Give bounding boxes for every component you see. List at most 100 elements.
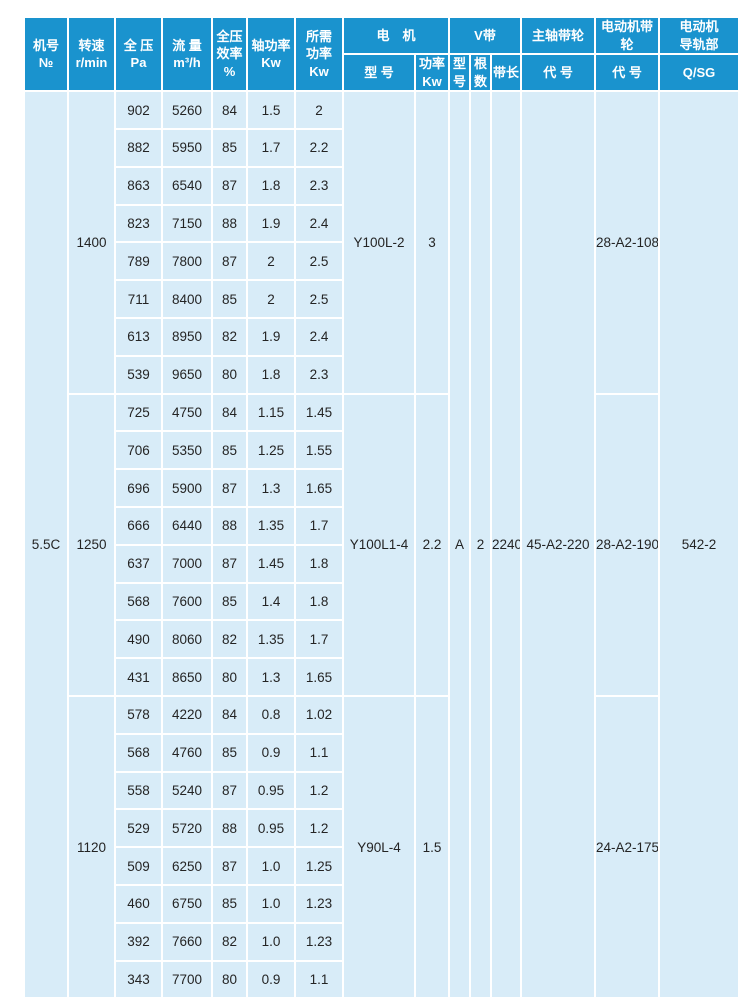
required-power-cell: 1.25 (294, 846, 344, 886)
motor-power-cell: 2.2 (413, 392, 451, 697)
header-speed: 转速 r/min (67, 15, 116, 93)
header-vbelt-length: 带长 (490, 53, 523, 93)
table-row: 392 7660 82 1.0 1.23 (24, 921, 739, 962)
table-row: 637 7000 87 1.45 1.8 (24, 543, 739, 584)
pressure-cell: 725 (114, 392, 163, 433)
header-vbelt-count: 根 数 (469, 53, 493, 93)
flow-cell: 7800 (161, 241, 213, 282)
vbelt-length-cell: 2240 (490, 90, 523, 999)
efficiency-cell: 84 (211, 694, 248, 735)
header-row-groups: 机号 № 转速 r/min 全 压 Pa 流 量 m³/h 全压 效率 % 轴功… (23, 15, 741, 93)
flow-cell: 8060 (161, 619, 213, 660)
pressure-cell: 558 (114, 770, 163, 811)
shaft-power-cell: 1.8 (246, 354, 296, 395)
motor-pulley-code-cell: 28-A2-190 (594, 392, 661, 697)
pressure-cell: 392 (114, 921, 163, 962)
required-power-cell: 1.8 (294, 581, 344, 622)
efficiency-cell: 85 (211, 279, 248, 319)
efficiency-cell: 80 (211, 657, 248, 697)
header-rail-code: Q/SG (658, 53, 741, 93)
pressure-cell: 666 (114, 505, 163, 546)
table-row: 823 7150 88 1.9 2.4 (24, 203, 739, 244)
shaft-power-cell: 1.35 (246, 505, 296, 546)
required-power-cell: 1.55 (294, 430, 344, 471)
efficiency-cell: 87 (211, 846, 248, 886)
main-pulley-code-cell: 45-A2-220 (520, 90, 597, 999)
efficiency-cell: 85 (211, 883, 248, 924)
header-motor-power: 功率 Kw (413, 53, 451, 93)
flow-cell: 5720 (161, 808, 213, 849)
table-row: 568 4760 85 0.9 1.1 (24, 732, 739, 773)
header-required-power: 所需 功率 Kw (294, 15, 344, 93)
flow-cell: 4750 (161, 392, 213, 433)
shaft-power-cell: 2 (246, 241, 296, 282)
table-row: 568 7600 85 1.4 1.8 (24, 581, 739, 622)
pressure-cell: 343 (114, 959, 163, 999)
shaft-power-cell: 0.95 (246, 808, 296, 849)
table-row: 509 6250 87 1.0 1.25 (24, 846, 739, 886)
header-motor-group: 电 机 (341, 15, 451, 56)
flow-cell: 7600 (161, 581, 213, 622)
header-pressure: 全 压 Pa (114, 15, 163, 93)
efficiency-cell: 82 (211, 619, 248, 660)
required-power-cell: 1.23 (294, 921, 344, 962)
pressure-cell: 823 (114, 203, 163, 244)
speed-cell: 1400 (67, 90, 116, 395)
shaft-power-cell: 1.5 (246, 90, 296, 130)
shaft-power-cell: 1.3 (246, 657, 296, 697)
header-motor-pulley-code: 代 号 (594, 53, 661, 93)
pressure-cell: 490 (114, 619, 163, 660)
shaft-power-cell: 1.45 (246, 543, 296, 584)
required-power-cell: 2.5 (294, 241, 344, 282)
shaft-power-cell: 1.0 (246, 883, 296, 924)
header-main-pulley-group: 主轴带轮 (520, 15, 597, 56)
flow-cell: 7700 (161, 959, 213, 999)
header-vbelt-group: V带 (448, 15, 523, 56)
pressure-cell: 706 (114, 430, 163, 471)
shaft-power-cell: 1.3 (246, 468, 296, 508)
efficiency-cell: 87 (211, 165, 248, 206)
table-row: 882 5950 85 1.7 2.2 (24, 127, 739, 168)
shaft-power-cell: 0.9 (246, 959, 296, 999)
motor-model-cell: Y100L1-4 (342, 392, 416, 697)
header-efficiency: 全压 效率 % (211, 15, 248, 93)
efficiency-cell: 88 (211, 505, 248, 546)
pressure-cell: 431 (114, 657, 163, 697)
pressure-cell: 539 (114, 354, 163, 395)
efficiency-cell: 87 (211, 468, 248, 508)
table-row: 711 8400 85 2 2.5 (24, 279, 739, 319)
required-power-cell: 1.02 (294, 694, 344, 735)
table-row: 558 5240 87 0.95 1.2 (24, 770, 739, 811)
required-power-cell: 1.7 (294, 505, 344, 546)
pressure-cell: 613 (114, 316, 163, 357)
motor-model-cell: Y100L-2 (342, 90, 416, 395)
efficiency-cell: 80 (211, 354, 248, 395)
motor-pulley-code-cell: 24-A2-175 (594, 694, 661, 999)
shaft-power-cell: 0.9 (246, 732, 296, 773)
motor-pulley-code-cell: 28-A2-108 (594, 90, 661, 395)
efficiency-cell: 88 (211, 203, 248, 244)
required-power-cell: 2.5 (294, 279, 344, 319)
flow-cell: 5350 (161, 430, 213, 471)
efficiency-cell: 80 (211, 959, 248, 999)
shaft-power-cell: 1.0 (246, 846, 296, 886)
flow-cell: 6440 (161, 505, 213, 546)
header-motor-model: 型 号 (342, 53, 416, 93)
flow-cell: 5900 (161, 468, 213, 508)
pressure-cell: 902 (114, 90, 163, 130)
required-power-cell: 1.2 (294, 808, 344, 849)
header-vbelt-type: 型 号 (448, 53, 472, 93)
flow-cell: 9650 (161, 354, 213, 395)
pressure-cell: 696 (114, 468, 163, 508)
speed-cell: 1250 (67, 392, 116, 697)
vbelt-count-cell: 2 (469, 90, 493, 999)
table-row: 1250 725 4750 84 1.15 1.45 Y100L1-4 2.2 28-A2-19… (24, 392, 739, 697)
flow-cell: 7660 (161, 921, 213, 962)
shaft-power-cell: 1.0 (246, 921, 296, 962)
header-motor-pulley-group: 电动机带轮 (594, 15, 661, 56)
shaft-power-cell: 0.8 (246, 694, 296, 735)
shaft-power-cell: 1.4 (246, 581, 296, 622)
header-flow: 流 量 m³/h (161, 15, 213, 93)
shaft-power-cell: 0.95 (246, 770, 296, 811)
efficiency-cell: 82 (211, 316, 248, 357)
